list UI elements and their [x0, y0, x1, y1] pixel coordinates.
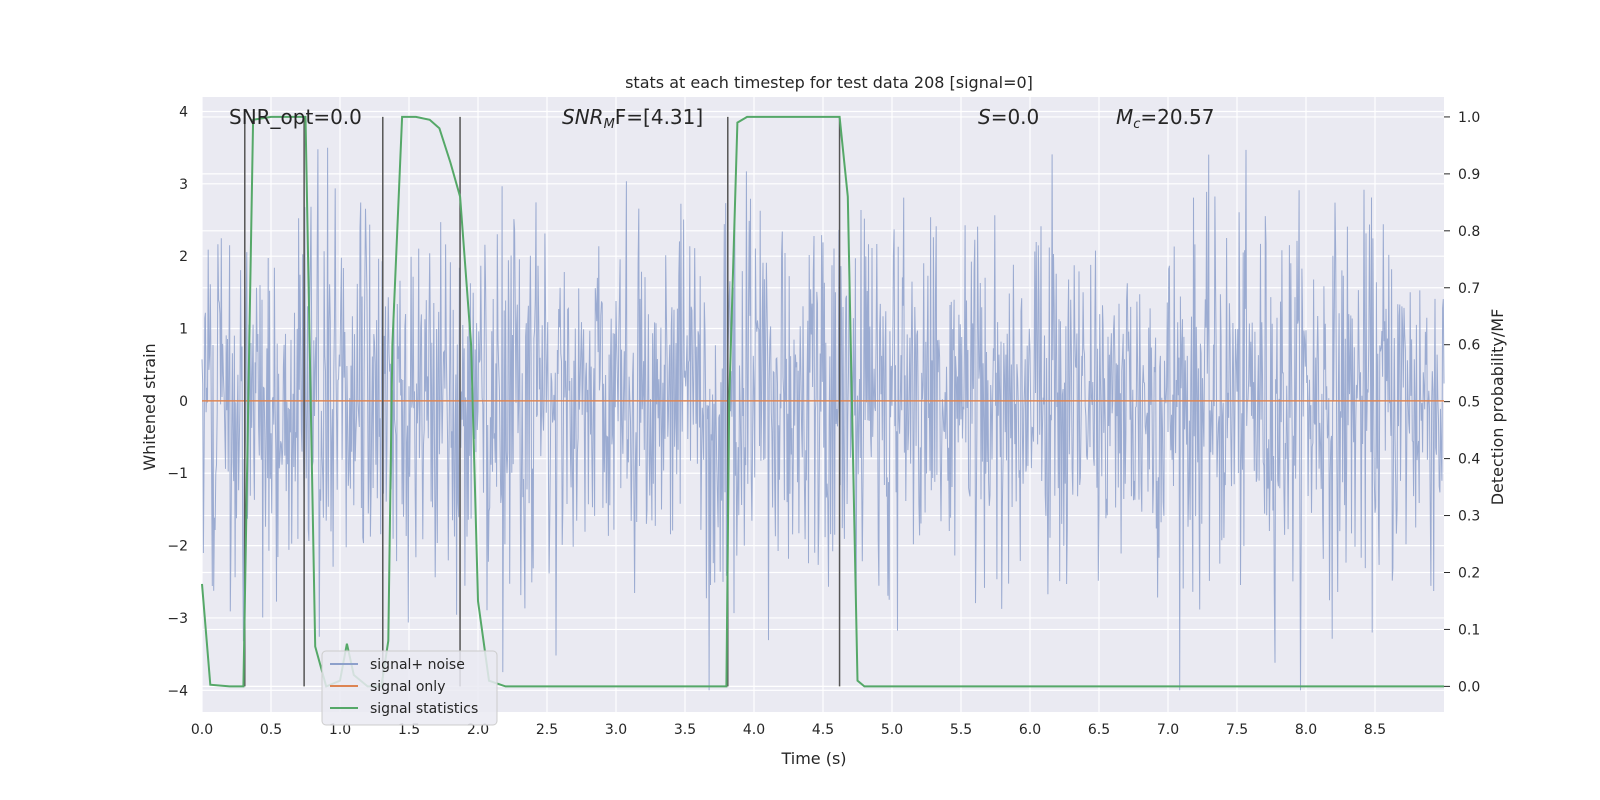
annotation-mc-label: M: [1116, 105, 1133, 129]
x-tick-label: 8.0: [1295, 722, 1317, 738]
annotation-snr-mf-label: SNR: [562, 105, 604, 129]
x-tick-label: 2.0: [467, 722, 489, 738]
y-tick-label-left: 4: [179, 104, 188, 120]
x-tick-label: 4.5: [812, 722, 834, 738]
x-tick-label: 3.0: [605, 722, 627, 738]
noise-line: [201, 147, 1445, 691]
chart-title: stats at each timestep for test data 208…: [625, 73, 1033, 92]
axis-ticks: 0.0 0.5 1.0 1.5 2.0 2.5 3.0 3.5 4.0 4.5 5.0 5.5 6.0 6…: [167, 104, 1480, 738]
y-tick-label-right: 0.4: [1458, 452, 1480, 468]
y-tick-label-right: 1.0: [1458, 110, 1480, 126]
x-tick-label: 7.5: [1226, 722, 1248, 738]
x-axis-label: Time (s): [780, 749, 846, 768]
x-tick-label: 6.0: [1019, 722, 1041, 738]
legend-item-signal-statistics: signal statistics: [370, 701, 478, 717]
x-tick-label: 5.5: [950, 722, 972, 738]
x-tick-label: 6.5: [1088, 722, 1110, 738]
annotation-s-tail: =0.0: [991, 105, 1040, 129]
y-tick-label-left: 2: [179, 249, 188, 265]
annotation-mc-sub: c: [1133, 117, 1140, 132]
legend-box: [321, 650, 498, 726]
y-tick-label-left: −1: [167, 466, 188, 482]
legend-item-signal-only: signal only: [370, 679, 445, 695]
y-tick-label-left: −3: [167, 611, 188, 627]
x-tick-label: 2.5: [536, 722, 558, 738]
annotation-mc: Mc=20.57: [1116, 105, 1214, 132]
y-tick-label-left: −2: [167, 539, 188, 555]
y-tick-label-right: 0.5: [1458, 395, 1480, 411]
legend: signal+ noise signal only signal statist…: [321, 650, 498, 726]
y-tick-label-right: 0.9: [1458, 167, 1480, 183]
series-signal-statistics: [201, 115, 1444, 688]
y-tick-label-right: 0.6: [1458, 338, 1480, 354]
x-tick-label: 8.5: [1364, 722, 1386, 738]
x-tick-label: 5.0: [881, 722, 903, 738]
y-tick-label-right: 0.0: [1458, 679, 1480, 695]
x-tick-label: 0.5: [260, 722, 282, 738]
y-tick-label-right: 0.3: [1458, 509, 1480, 525]
annotation-snr-opt: SNR_opt=0.0: [229, 105, 362, 129]
annotation-s: S=0.0: [978, 105, 1039, 129]
y-tick-label-left: 0: [179, 394, 188, 410]
x-tick-label: 7.0: [1157, 722, 1179, 738]
x-tick-label: 0.0: [191, 722, 213, 738]
x-tick-label: 4.0: [743, 722, 765, 738]
x-tick-label: 1.0: [329, 722, 351, 738]
x-tick-label: 3.5: [674, 722, 696, 738]
legend-item-signal-plus-noise: signal+ noise: [370, 657, 465, 673]
annotation-snr-mf-tail: F=[4.31]: [615, 105, 703, 129]
annotation-snr-mf: SNRMF=[4.31]: [562, 105, 703, 132]
y-axis-label-right: Detection probability/MF: [1488, 309, 1507, 506]
series-signal-plus-noise: [201, 147, 1445, 691]
annotation-s-label: S: [978, 105, 991, 129]
annotation-mc-tail: =20.57: [1140, 105, 1214, 129]
y-tick-label-left: −4: [167, 683, 188, 699]
annotation-snr-mf-sub: M: [604, 117, 615, 132]
y-tick-label-right: 0.7: [1458, 281, 1480, 297]
y-axis-label-left: Whitened strain: [140, 343, 159, 470]
y-tick-label-right: 0.8: [1458, 224, 1480, 240]
y-tick-label-right: 0.2: [1458, 565, 1480, 581]
y-tick-label-right: 0.1: [1458, 622, 1480, 638]
statistics-line: [201, 115, 1444, 688]
y-tick-label-left: 3: [179, 177, 188, 193]
y-tick-label-left: 1: [179, 322, 188, 338]
x-tick-label: 1.5: [398, 722, 420, 738]
